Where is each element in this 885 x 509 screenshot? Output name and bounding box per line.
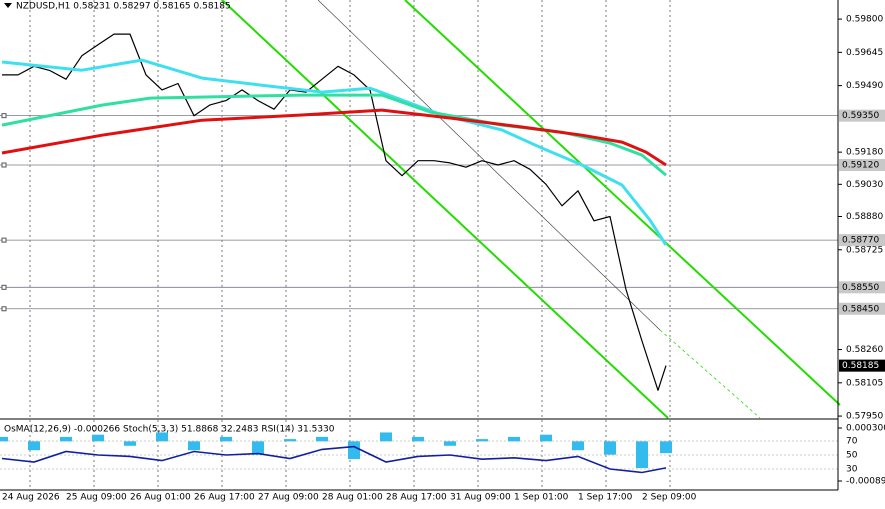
channel-line xyxy=(404,0,841,406)
level-handle xyxy=(1,306,7,312)
level-label: 0.58550 xyxy=(842,283,879,293)
level-label: 0.58770 xyxy=(842,236,879,246)
y-tick-label: 0.57950 xyxy=(846,412,883,422)
indicator-title: OsMA(12,26,9) -0.000266 Stoch(5,3,3) 51.… xyxy=(4,425,335,435)
x-tick-label: 24 Aug 2026 xyxy=(2,493,60,503)
osma-bar xyxy=(540,434,552,442)
level-handle xyxy=(1,113,7,119)
osma-bar xyxy=(124,441,136,446)
x-tick-label: 25 Aug 09:00 xyxy=(66,493,127,503)
y-tick-label: 30 xyxy=(846,465,858,475)
price-line xyxy=(1,108,667,167)
osma-bar xyxy=(28,441,40,451)
osma-bar xyxy=(444,441,456,446)
osma-bar xyxy=(604,441,616,455)
price-line xyxy=(1,58,668,246)
x-tick-label: 28 Aug 17:00 xyxy=(386,493,447,503)
last-price-box xyxy=(839,359,885,372)
level-label-box xyxy=(839,159,885,172)
osma-bar xyxy=(252,441,264,455)
level-label: 0.59350 xyxy=(842,111,879,121)
rsi-line xyxy=(1,445,667,474)
x-tick-label: 2 Sep 09:00 xyxy=(642,493,697,503)
price-line xyxy=(2,33,667,391)
osma-bar xyxy=(476,439,488,442)
channel-line xyxy=(221,0,669,419)
osma-bar xyxy=(92,434,104,442)
trend-extension xyxy=(659,329,761,419)
y-tick-label: 0.59645 xyxy=(846,48,883,58)
osma-bar xyxy=(220,436,232,442)
x-tick-label: 26 Aug 17:00 xyxy=(194,493,255,503)
osma-bar xyxy=(156,432,168,442)
x-tick-label: 27 Aug 09:00 xyxy=(258,493,319,503)
level-label: 0.59120 xyxy=(842,161,879,171)
trend-line xyxy=(317,0,661,331)
osma-bar xyxy=(284,439,296,442)
y-tick-label: 0.59490 xyxy=(846,81,883,91)
x-tick-label: 31 Aug 09:00 xyxy=(450,493,511,503)
osma-bar xyxy=(316,436,328,442)
y-tick-label: 0.58105 xyxy=(846,378,883,388)
level-label-box xyxy=(839,109,885,122)
y-tick-label: 0.59030 xyxy=(846,180,883,190)
chart-title: NZDUSD,H1 0.58231 0.58297 0.58165 0.5818… xyxy=(16,2,231,12)
price-line xyxy=(1,93,667,177)
y-tick-label: 0.59800 xyxy=(846,15,883,25)
osma-bar xyxy=(0,436,8,442)
osma-bar xyxy=(660,441,672,454)
osma-bar xyxy=(348,441,360,460)
y-tick-label: 50 xyxy=(846,451,858,461)
level-handle xyxy=(1,237,7,243)
osma-bar xyxy=(508,436,520,442)
y-tick-label: 0.58725 xyxy=(846,245,883,255)
osma-bar xyxy=(380,432,392,442)
y-tick-label: 0.58260 xyxy=(846,345,883,355)
x-tick-label: 1 Sep 17:00 xyxy=(578,493,633,503)
x-tick-label: 28 Aug 01:00 xyxy=(322,493,383,503)
x-tick-label: 1 Sep 01:00 xyxy=(514,493,569,503)
osma-bar xyxy=(636,441,648,469)
x-tick-label: 26 Aug 01:00 xyxy=(130,493,191,503)
trend-lines xyxy=(221,0,841,419)
osma-bar xyxy=(412,436,424,442)
last-price-label: 0.58185 xyxy=(842,361,879,371)
y2-tick-label: -0.000892 xyxy=(846,477,885,487)
level-label: 0.58450 xyxy=(842,304,879,314)
level-label-box xyxy=(839,302,885,315)
osma-bar xyxy=(60,436,72,442)
level-label-box xyxy=(839,234,885,247)
osma-bar xyxy=(188,441,200,451)
y2-tick-label: 0.000300 xyxy=(846,424,885,434)
plot xyxy=(0,33,672,474)
level-handle xyxy=(1,162,7,168)
y-tick-label: 0.59180 xyxy=(846,148,883,158)
level-label-box xyxy=(839,281,885,294)
y-tick-label: 70 xyxy=(846,437,858,447)
osma-bar xyxy=(572,441,584,451)
y-tick-label: 0.58880 xyxy=(846,212,883,222)
level-handle xyxy=(1,284,7,290)
menu-icon[interactable] xyxy=(4,3,12,8)
